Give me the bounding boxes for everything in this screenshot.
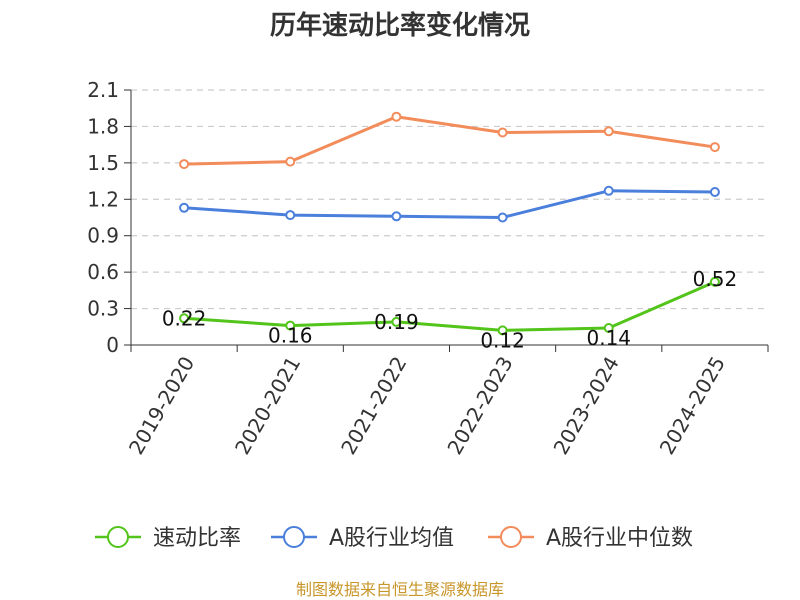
axes: 0 0.3 0.6 0.9 1.2 1.5 1.8 2.1 2019-2020 2020-2021… (87, 78, 769, 459)
data-point (179, 202, 190, 213)
data-point (497, 127, 508, 138)
legend-marker (107, 526, 129, 548)
data-point (179, 313, 190, 324)
data-point (603, 126, 614, 137)
series-line (183, 189, 715, 219)
source-note: 制图数据来自恒生聚源数据库 (296, 580, 504, 599)
data-point (709, 276, 720, 287)
data-label: 0.12 (480, 328, 525, 352)
series-layer: 0.22 0.16 0.19 0.12 0.14 0.52 (162, 111, 738, 352)
data-point (179, 159, 190, 170)
data-point (709, 142, 720, 153)
y-tick-label: 2.1 (87, 78, 119, 102)
legend-marker (283, 526, 305, 548)
data-point (709, 187, 720, 197)
data-point (603, 323, 614, 333)
y-tick-label: 0.9 (87, 224, 119, 248)
y-tick-label: 0.3 (87, 297, 119, 321)
legend-label: A股行业中位数 (546, 526, 693, 551)
y-tick-label: 1.8 (87, 114, 119, 138)
x-tick-label: 2022-2023 (442, 352, 517, 458)
series-line (184, 115, 716, 166)
series-line (183, 280, 716, 332)
data-label: 0.14 (586, 326, 631, 350)
data-label: 0.52 (693, 267, 738, 291)
x-tick-label: 2021-2022 (336, 352, 411, 458)
chart-title: 历年速动比率变化情况 (270, 10, 530, 41)
data-point (497, 212, 508, 223)
y-tick-label: 1.2 (87, 187, 119, 211)
data-label: 0.16 (268, 324, 313, 348)
y-tick-label: 1.5 (87, 151, 119, 175)
legend-marker (500, 526, 522, 548)
data-point (391, 111, 402, 122)
x-tick-label: 2024-2025 (655, 352, 730, 458)
data-label: 0.19 (374, 310, 419, 334)
grid (131, 89, 768, 310)
legend-label: 速动比率 (153, 526, 241, 551)
data-point (603, 185, 614, 196)
y-tick-label: 0 (106, 333, 119, 357)
x-tick-label: 2023-2024 (549, 352, 624, 458)
data-point (497, 325, 508, 336)
x-tick-label: 2020-2021 (230, 352, 305, 458)
data-label: 0.22 (162, 306, 207, 330)
legend-label: A股行业均值 (329, 526, 454, 551)
legend: 速动比率 A股行业均值 A股行业中位数 (95, 526, 693, 551)
data-point (285, 156, 296, 167)
data-point (285, 210, 296, 221)
x-tick-label: 2019-2020 (124, 352, 199, 458)
data-point (285, 320, 296, 331)
data-point (391, 316, 402, 327)
y-tick-label: 0.6 (87, 260, 119, 284)
data-point (391, 211, 402, 222)
